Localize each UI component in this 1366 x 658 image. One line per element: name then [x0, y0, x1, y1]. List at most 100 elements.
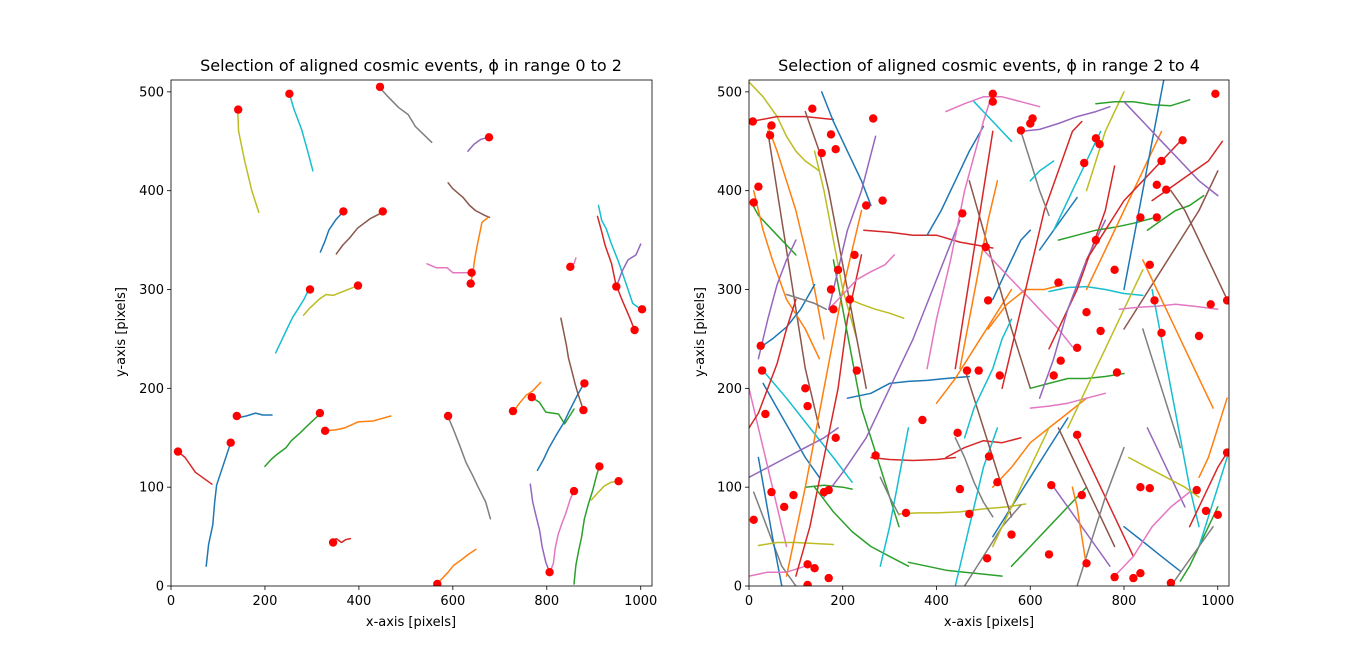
right-endpoint-marker-7: [831, 145, 840, 154]
left-track-line-29: [597, 204, 643, 312]
right-track-line-61: [1029, 160, 1055, 182]
left-endpoint-marker-25: [614, 477, 623, 486]
right-track-line-30: [813, 486, 910, 567]
right-endpoint-marker-89: [1166, 578, 1176, 586]
right-axes-frame: [748, 79, 1230, 587]
right-endpoint-marker-47: [965, 509, 974, 519]
left-y-tick-label-3: 300: [139, 283, 164, 298]
right-endpoint-marker-84: [1222, 296, 1229, 305]
right-endpoint-marker-35: [824, 485, 833, 495]
left-chart-title: Selection of aligned cosmic events, ϕ in…: [200, 56, 622, 75]
right-track-line-50: [992, 229, 1032, 301]
right-endpoint-marker-23: [761, 409, 770, 419]
right-track-line-38: [926, 91, 994, 370]
right-track-line-57: [992, 427, 1050, 548]
left-endpoint-marker-4: [378, 207, 387, 216]
right-track-line-18: [804, 484, 853, 490]
left-track-line-8: [335, 211, 384, 255]
right-endpoint-marker-88: [1178, 136, 1187, 145]
right-data-layer: [749, 80, 1229, 586]
right-track-line-80: [1123, 80, 1165, 291]
right-track-line-53: [992, 397, 1088, 488]
left-x-tick-label-5: 1000: [624, 594, 657, 609]
right-track-line-82: [1118, 303, 1219, 311]
right-endpoint-marker-75: [1150, 296, 1159, 305]
left-endpoint-marker-12: [232, 411, 241, 421]
right-y-tick-label-1: 100: [717, 481, 742, 496]
right-endpoint-marker-66: [1096, 326, 1105, 336]
right-track-line-62: [1029, 372, 1125, 390]
right-track-line-60: [1020, 130, 1050, 217]
right-track-line-22: [813, 150, 858, 340]
right-endpoint-marker-58: [1072, 343, 1082, 352]
right-endpoint-marker-20: [803, 401, 812, 411]
right-x-tick-label-3: 600: [1018, 594, 1043, 609]
right-endpoint-marker-39: [988, 89, 997, 99]
left-endpoint-marker-27: [612, 282, 621, 291]
right-track-line-34: [879, 476, 900, 516]
right-track-line-79: [1095, 99, 1191, 107]
right-endpoint-marker-41: [974, 366, 983, 375]
left-track-line-10: [264, 413, 321, 468]
right-endpoint-marker-15: [829, 305, 838, 314]
right-endpoint-marker-14: [826, 285, 836, 294]
right-endpoint-marker-18: [831, 433, 840, 442]
left-endpoint-marker-7: [353, 281, 363, 290]
right-endpoint-marker-26: [810, 564, 819, 573]
right-track-line-12: [749, 387, 788, 548]
right-track-line-0: [749, 81, 821, 172]
left-endpoint-marker-15: [328, 538, 338, 547]
right-track-line-4: [750, 201, 797, 256]
left-endpoint-marker-19: [527, 393, 536, 402]
right-track-line-3: [767, 130, 821, 429]
left-track-line-24: [529, 483, 551, 573]
left-x-tick-label-4: 800: [534, 594, 559, 609]
right-track-line-39: [935, 288, 1013, 404]
left-data-layer: [173, 82, 647, 586]
left-y-tick-label-1: 100: [139, 481, 164, 496]
left-track-line-18: [436, 548, 477, 585]
right-endpoint-marker-44: [962, 366, 972, 375]
left-endpoint-marker-14: [320, 426, 330, 435]
right-track-line-85: [1151, 288, 1200, 528]
right-track-line-28: [849, 298, 905, 319]
left-track-line-17: [447, 416, 492, 520]
right-track-line-44: [959, 180, 999, 370]
left-endpoint-marker-29: [637, 305, 647, 314]
right-endpoint-marker-61: [1080, 158, 1089, 168]
left-endpoint-marker-8: [467, 268, 476, 277]
right-endpoint-marker-90: [1136, 483, 1145, 492]
right-endpoint-marker-37: [958, 209, 967, 218]
left-track-line-25: [548, 490, 575, 574]
left-endpoint-marker-24: [595, 462, 604, 471]
right-track-line-46: [954, 437, 994, 518]
right-track-line-68: [1052, 130, 1102, 231]
right-endpoint-marker-5: [808, 104, 817, 113]
left-endpoint-marker-0: [234, 105, 243, 114]
left-track-line-7: [319, 211, 344, 253]
right-track-line-25: [827, 254, 896, 311]
left-track-line-31: [616, 286, 636, 331]
right-y-tick-label-2: 200: [717, 382, 742, 397]
left-track-line-3: [236, 108, 260, 214]
right-track-line-37: [926, 125, 985, 236]
right-x-axis-label: x-axis [pixels]: [944, 615, 1034, 630]
right-endpoint-marker-22: [757, 366, 767, 375]
left-track-line-9: [379, 87, 433, 144]
left-endpoint-marker-18: [508, 406, 518, 416]
right-endpoint-marker-69: [1136, 213, 1145, 222]
right-endpoint-marker-59: [1072, 430, 1082, 439]
right-track-line-56: [963, 504, 1022, 586]
right-endpoint-marker-55: [1047, 481, 1056, 490]
right-endpoint-marker-38: [988, 97, 997, 106]
right-endpoint-marker-48: [995, 371, 1004, 380]
left-endpoint-marker-21: [580, 379, 589, 388]
right-endpoint-marker-77: [1145, 484, 1155, 493]
left-track-line-28: [596, 215, 618, 288]
right-endpoint-marker-8: [817, 148, 826, 158]
right-endpoint-marker-27: [803, 560, 812, 569]
left-track-line-11: [324, 415, 392, 432]
right-chart-title: Selection of aligned cosmic events, ϕ in…: [778, 56, 1200, 75]
right-track-line-84: [1142, 259, 1214, 409]
right-x-tick-label-0: 0: [745, 594, 753, 609]
